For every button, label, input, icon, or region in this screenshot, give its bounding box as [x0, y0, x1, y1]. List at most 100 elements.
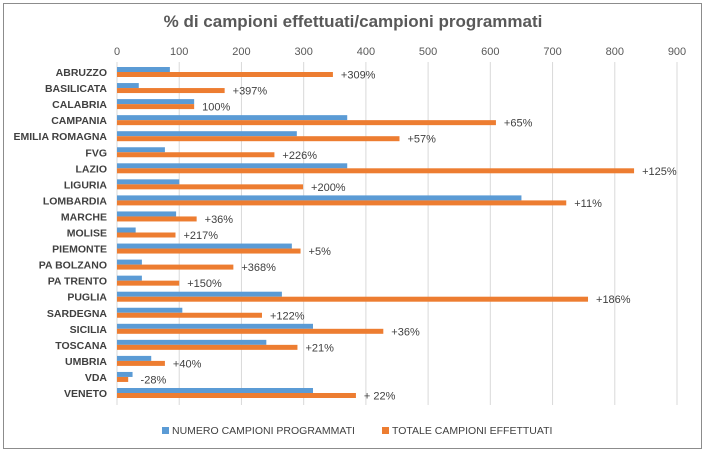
- data-label: +200%: [311, 182, 346, 194]
- category-label: SARDEGNA: [47, 308, 108, 320]
- bar-effettuati: [117, 88, 225, 94]
- bar-effettuati: [117, 216, 197, 222]
- chart-title: % di campioni effettuati/campioni progra…: [164, 12, 543, 31]
- bar-programmati: [117, 355, 152, 361]
- bar-effettuati: [117, 152, 275, 158]
- data-label: +122%: [270, 310, 305, 322]
- bar-programmati: [117, 243, 292, 249]
- bar-effettuati: [117, 296, 589, 302]
- bar-programmati: [117, 179, 180, 185]
- bar-effettuati: [117, 344, 298, 350]
- category-label: MOLISE: [67, 228, 107, 240]
- category-label: LOMBARDIA: [43, 195, 108, 207]
- category-label: UMBRIA: [65, 356, 107, 368]
- data-label: +57%: [407, 134, 436, 146]
- data-label: +11%: [574, 198, 602, 210]
- bar-effettuati: [117, 312, 262, 318]
- category-label: EMILIA ROMAGNA: [13, 131, 107, 143]
- data-label: +368%: [241, 262, 276, 274]
- bar-effettuati: [117, 120, 496, 126]
- category-label: MARCHE: [61, 211, 107, 223]
- x-tick-label: 900: [668, 46, 686, 58]
- bar-programmati: [117, 99, 195, 105]
- data-label: +36%: [391, 326, 420, 338]
- bar-programmati: [117, 211, 177, 217]
- bar-programmati: [117, 307, 183, 313]
- category-label: PA TRENTO: [48, 276, 107, 288]
- bar-effettuati: [117, 104, 195, 110]
- data-label: +5%: [309, 246, 332, 258]
- x-tick-label: 700: [543, 46, 561, 58]
- data-label: +186%: [596, 294, 631, 306]
- bar-effettuati: [117, 393, 356, 398]
- legend-swatch: [382, 427, 389, 434]
- bar-programmati: [117, 371, 133, 377]
- bar-programmati: [117, 83, 139, 89]
- data-label: +150%: [187, 278, 222, 290]
- category-label: VENETO: [64, 388, 107, 400]
- data-label: +65%: [504, 118, 533, 130]
- legend-label: TOTALE CAMPIONI EFFETTUATI: [392, 425, 552, 437]
- bar-effettuati: [117, 376, 129, 382]
- x-tick-label: 300: [294, 46, 312, 58]
- bar-programmati: [117, 275, 142, 281]
- data-label: +226%: [282, 150, 317, 162]
- data-label: -28%: [141, 374, 167, 386]
- bar-effettuati: [117, 232, 176, 238]
- category-label: LIGURIA: [64, 179, 108, 191]
- bar-programmati: [117, 115, 348, 121]
- legend-label: NUMERO CAMPIONI PROGRAMMATI: [172, 425, 355, 437]
- data-label: +397%: [233, 86, 268, 98]
- bar-programmati: [117, 339, 267, 345]
- category-label: CALABRIA: [52, 99, 107, 111]
- bar-effettuati: [117, 184, 304, 190]
- category-label: LAZIO: [76, 163, 108, 175]
- data-label: + 22%: [364, 391, 396, 403]
- x-tick-label: 100: [170, 46, 188, 58]
- x-tick-label: 400: [357, 46, 375, 58]
- bar-programmati: [117, 147, 165, 153]
- x-tick-label: 500: [419, 46, 437, 58]
- bar-effettuati: [117, 280, 180, 286]
- category-label: SICILIA: [70, 324, 108, 336]
- x-tick-label: 800: [606, 46, 624, 58]
- bar-programmati: [117, 388, 313, 393]
- data-label: 100%: [202, 102, 230, 114]
- bar-effettuati: [117, 328, 384, 334]
- bar-effettuati: [117, 264, 234, 270]
- bar-effettuati: [117, 360, 165, 366]
- bar-effettuati: [117, 72, 333, 77]
- bar-effettuati: [117, 248, 301, 254]
- bar-programmati: [117, 67, 170, 72]
- bar-programmati: [117, 227, 136, 233]
- bar-programmati: [117, 259, 142, 265]
- bar-effettuati: [117, 200, 567, 206]
- category-label: PIEMONTE: [52, 244, 107, 256]
- bar-programmati: [117, 163, 348, 169]
- bar-effettuati: [117, 168, 635, 174]
- category-label: CAMPANIA: [51, 115, 107, 127]
- data-label: +40%: [173, 358, 202, 370]
- bar-programmati: [117, 131, 297, 137]
- category-label: TOSCANA: [55, 340, 107, 352]
- bar-programmati: [117, 291, 282, 297]
- category-label: BASILICATA: [45, 83, 107, 95]
- bar-programmati: [117, 323, 313, 329]
- data-label: +36%: [205, 214, 234, 226]
- x-tick-label: 600: [481, 46, 499, 58]
- x-tick-label: 200: [232, 46, 250, 58]
- category-label: ABRUZZO: [56, 67, 107, 79]
- category-label: PA BOLZANO: [39, 260, 107, 272]
- data-label: +21%: [305, 342, 334, 354]
- data-label: +217%: [183, 230, 218, 242]
- category-label: VDA: [85, 372, 108, 384]
- legend-swatch: [162, 427, 169, 434]
- bar-programmati: [117, 195, 522, 201]
- category-label: PUGLIA: [67, 292, 107, 304]
- bar-effettuati: [117, 136, 400, 142]
- category-label: FVG: [85, 147, 107, 159]
- data-label: +125%: [642, 166, 677, 178]
- data-label: +309%: [341, 70, 376, 82]
- x-tick-label: 0: [114, 46, 120, 58]
